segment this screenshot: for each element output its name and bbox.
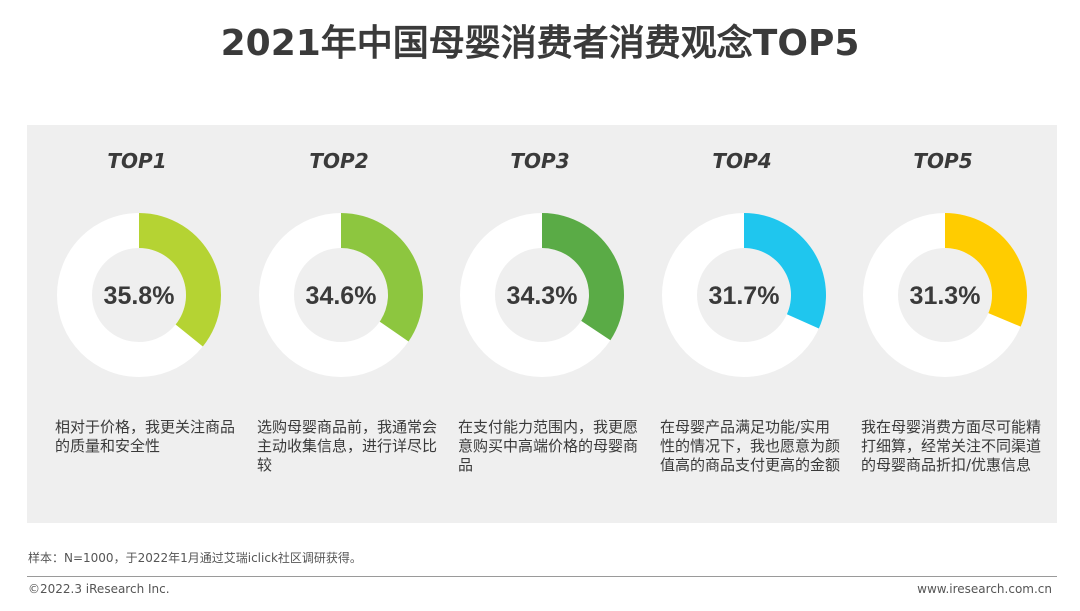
donut-card-3: TOP3 34.3% 在支付能力范围内，我更愿意购买中高端价格的母婴商品 bbox=[440, 125, 640, 523]
donut-chart: 31.3% bbox=[863, 213, 1027, 377]
donut-card-2: TOP2 34.6% 选购母婴商品前，我通常会主动收集信息，进行详尽比较 bbox=[239, 125, 439, 523]
rank-label: TOP3 bbox=[510, 149, 570, 173]
donut-value-label: 31.3% bbox=[910, 282, 981, 310]
donut-value-label: 34.3% bbox=[507, 282, 578, 310]
donut-chart: 35.8% bbox=[57, 213, 221, 377]
donut-slice-top3 bbox=[542, 213, 624, 341]
donut-value-label: 31.7% bbox=[709, 282, 780, 310]
donut-value-label: 35.8% bbox=[104, 282, 175, 310]
description: 相对于价格，我更关注商品的质量和安全性 bbox=[55, 418, 236, 455]
page-title: 2021年中国母婴消费者消费观念TOP5 bbox=[220, 23, 860, 64]
description: 在支付能力范围内，我更愿意购买中高端价格的母婴商品 bbox=[458, 418, 639, 474]
donut-card-4: TOP4 31.7% 在母婴产品满足功能/实用性的情况下，我也愿意为颜值高的商品… bbox=[642, 125, 842, 523]
footer-divider bbox=[27, 576, 1057, 577]
sample-note: 样本：N=1000，于2022年1月通过艾瑞iclick社区调研获得。 bbox=[28, 551, 362, 565]
copyright: ©2022.3 iResearch Inc. bbox=[28, 582, 170, 596]
rank-label: TOP2 bbox=[309, 149, 369, 173]
donut-chart: 34.6% bbox=[259, 213, 423, 377]
rank-label: TOP5 bbox=[913, 149, 973, 173]
donut-slice-top2 bbox=[341, 213, 423, 342]
description: 选购母婴商品前，我通常会主动收集信息，进行详尽比较 bbox=[257, 418, 438, 474]
donut-slice-top1 bbox=[139, 213, 221, 347]
rank-label: TOP1 bbox=[107, 149, 167, 173]
donut-chart: 31.7% bbox=[662, 213, 826, 377]
description: 在母婴产品满足功能/实用性的情况下，我也愿意为颜值高的商品支付更高的金额 bbox=[660, 418, 841, 474]
donut-chart: 34.3% bbox=[460, 213, 624, 377]
rank-label: TOP4 bbox=[712, 149, 772, 173]
chart-panel: TOP1 35.8% 相对于价格，我更关注商品的质量和安全性 TOP2 34.6… bbox=[27, 125, 1057, 523]
donut-card-1: TOP1 35.8% 相对于价格，我更关注商品的质量和安全性 bbox=[37, 125, 237, 523]
website-link[interactable]: www.iresearch.com.cn bbox=[917, 582, 1052, 596]
description: 我在母婴消费方面尽可能精打细算，经常关注不同渠道的母婴商品折扣/优惠信息 bbox=[861, 418, 1042, 474]
donut-slice-top5 bbox=[945, 213, 1027, 327]
donut-card-5: TOP5 31.3% 我在母婴消费方面尽可能精打细算，经常关注不同渠道的母婴商品… bbox=[843, 125, 1043, 523]
donut-value-label: 34.6% bbox=[306, 282, 377, 310]
donut-slice-top4 bbox=[744, 213, 826, 329]
